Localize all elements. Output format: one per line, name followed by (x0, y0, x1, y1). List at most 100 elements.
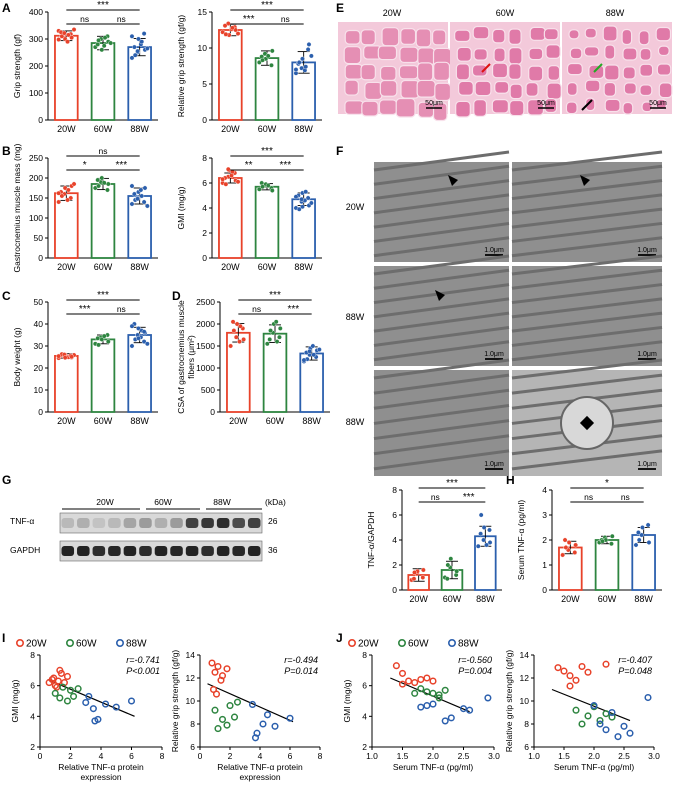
muscle-fiber (546, 82, 562, 100)
significance-label: *** (261, 146, 273, 157)
significance-label: *** (79, 304, 91, 315)
legend-label-88W: 88W (458, 639, 479, 650)
muscle-fiber (584, 27, 597, 39)
myofibril-band (511, 236, 663, 258)
data-point (600, 538, 605, 544)
data-point (481, 537, 486, 543)
muscle-fiber (474, 80, 492, 97)
scatter-point-88W (429, 700, 437, 708)
scale-bar-label: 1.0μm (637, 247, 657, 254)
x-tick-label: 20W (561, 594, 580, 604)
blot-band (232, 518, 245, 528)
scatter-point-20W (398, 669, 407, 677)
data-point (108, 40, 114, 46)
arrowhead-marker (448, 175, 458, 186)
significance-label: *** (269, 290, 281, 301)
data-point (101, 180, 107, 186)
data-point (487, 540, 493, 545)
muscle-fiber (655, 98, 667, 110)
data-point (454, 568, 460, 574)
x-tick-label: 4 (99, 751, 104, 761)
y-tick-label: 10 (520, 696, 530, 706)
scatter-point-60W (70, 692, 78, 700)
myofibril-band (373, 164, 510, 186)
panel-label-f: F (336, 144, 343, 158)
x-tick-label: 60W (94, 416, 113, 426)
scatter-point-88W (626, 729, 634, 737)
myofibril-band (373, 434, 510, 456)
muscle-fiber (604, 44, 616, 60)
scatter-point-88W (484, 694, 492, 702)
blot-band (201, 546, 214, 556)
data-point (633, 542, 639, 548)
y-tick-label: 0 (38, 253, 43, 263)
muscle-fiber (508, 63, 522, 80)
arrowhead-marker (435, 290, 445, 301)
y-tick-label: 8 (190, 719, 195, 729)
muscle-fiber (509, 99, 525, 117)
muscle-fiber (344, 79, 359, 96)
data-point (131, 44, 137, 50)
scatter-point-60W (211, 706, 219, 714)
blot-band (201, 518, 214, 528)
panel-e-histology: 20W 60W 88W 50μm 50μm 50μm (338, 8, 673, 122)
data-point (101, 43, 107, 49)
scatter-point-60W (602, 710, 610, 718)
scatter-point-60W (572, 706, 580, 714)
em-row-label-3: 88W (346, 417, 365, 427)
data-point (61, 30, 67, 36)
y-tick-label: 0 (210, 407, 215, 417)
data-point (301, 357, 307, 363)
data-point (135, 48, 141, 54)
scatter-point-20W (566, 682, 574, 690)
scatter-point-20W (56, 666, 64, 674)
scatter-point-60W (74, 685, 82, 693)
muscle-fiber (641, 101, 653, 113)
y-tick-label: 12 (186, 673, 196, 683)
data-point (95, 177, 101, 183)
x-tick-label: 20W (409, 594, 428, 604)
scatter-point-88W (248, 700, 257, 709)
muscle-fiber (400, 27, 417, 45)
chart-tnf_gapdh: 0 2 4 6 8 TNF-α/GAPDH 20W 60W 88W *** ns *** (366, 478, 502, 604)
data-point (273, 319, 279, 325)
scatter-point-60W (226, 702, 234, 710)
blot-band (139, 546, 152, 556)
data-point (105, 339, 111, 344)
y-tick-label: 2 (30, 742, 35, 752)
x-tick-label: 88W (130, 262, 149, 272)
scatter-point-20W (217, 676, 225, 684)
myofibril-band (373, 221, 510, 243)
muscle-fiber (491, 99, 509, 114)
muscle-fiber (568, 29, 580, 40)
muscle-fiber (529, 26, 547, 41)
x-tick-label: 0 (38, 751, 43, 761)
scale-bar-label: 1.0μm (484, 247, 504, 254)
he-label-60w: 60W (496, 8, 515, 18)
scatter-point-60W (435, 691, 443, 699)
y-tick-label: 0 (542, 585, 547, 595)
x-axis-label: Relative TNF-α protein expression (58, 762, 144, 782)
data-point (105, 187, 110, 193)
muscle-fiber (360, 63, 376, 81)
data-point (131, 191, 137, 197)
muscle-fiber (566, 82, 578, 96)
x-tick-label: 2 (68, 751, 73, 761)
y-tick-label: 2000 (196, 319, 215, 329)
scatter-point-20W (584, 668, 592, 676)
data-point (136, 325, 141, 331)
muscle-fiber (656, 63, 672, 76)
y-tick-label: 8 (30, 650, 35, 660)
muscle-fiber (378, 99, 398, 116)
scatter-point-88W (251, 734, 260, 742)
scatter-point-20W (411, 679, 419, 687)
data-point (293, 194, 299, 200)
muscle-fiber (398, 64, 419, 80)
scatter-point-88W (85, 692, 93, 700)
myofibril-band (511, 373, 663, 395)
data-point (141, 31, 147, 36)
scatter-point-60W (608, 713, 616, 721)
panel-label-c: C (2, 289, 11, 303)
scatter-point-60W (223, 721, 231, 729)
legend-marker-88W (447, 638, 456, 647)
